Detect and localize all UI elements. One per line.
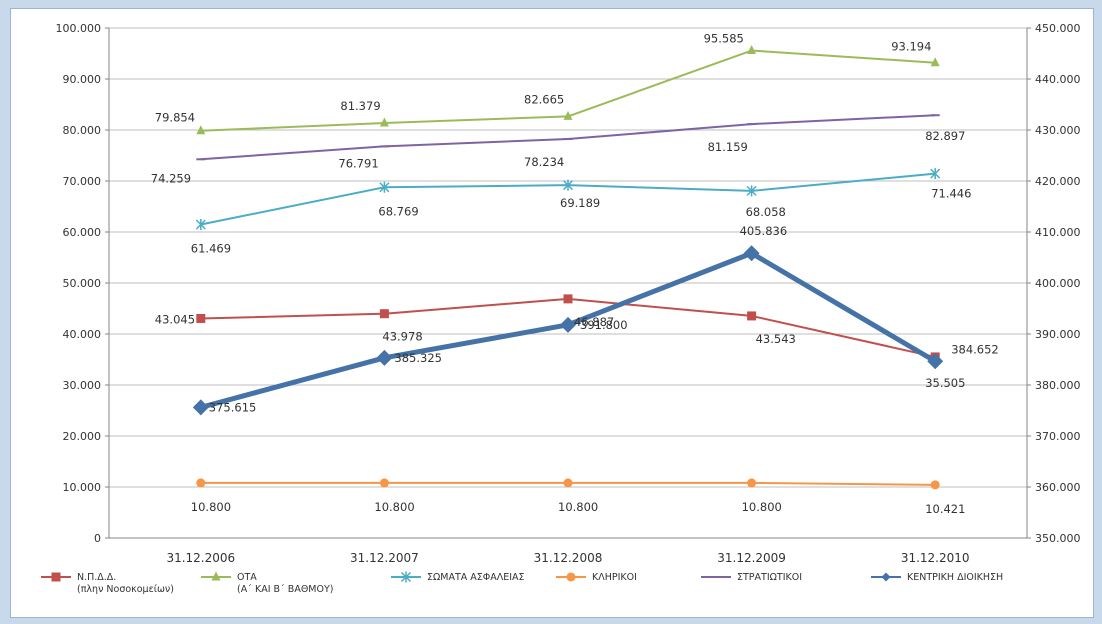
series-4-data-label-0: 74.259	[151, 171, 191, 185]
series-1-point-2	[563, 110, 573, 120]
series-5-data-label-0: 375.615	[209, 400, 257, 414]
left-axis-tick-label: 30.000	[63, 379, 102, 392]
series-4-data-label-3: 81.159	[708, 140, 748, 154]
series-2-data-label-2: 69.189	[560, 196, 600, 210]
legend-label-2: ΣΩΜΑΤΑ ΑΣΦΑΛΕΙΑΣ	[427, 572, 525, 583]
series-2-data-label-4: 71.446	[931, 187, 971, 201]
legend-label-5: ΚΕΝΤΡΙΚΗ ΔΙΟΙΚΗΣΗ	[907, 572, 1003, 583]
right-axis-tick-label: 420.000	[1035, 175, 1081, 188]
x-axis-category-label: 31.12.2008	[534, 551, 603, 565]
series-3-data-label-3: 10.800	[742, 500, 782, 514]
series-4-data-label-4: 82.897	[925, 129, 965, 143]
legend-label-0: Ν.Π.Δ.Δ.	[77, 572, 116, 583]
legend-label-line2-1: (Α΄ ΚΑΙ Β΄ ΒΑΘΜΟΥ)	[237, 584, 334, 595]
series-1-point-0	[196, 125, 206, 135]
legend-marker-1	[211, 571, 221, 581]
left-axis-tick-label: 70.000	[63, 175, 102, 188]
series-1-point-3	[747, 45, 757, 55]
legend-marker-3	[566, 572, 576, 582]
right-axis-tick-label: 430.000	[1035, 124, 1081, 137]
series-0-data-label-2: 46.887	[574, 315, 614, 329]
series-3-point-1	[379, 478, 389, 488]
right-axis-tick-label: 450.000	[1035, 22, 1081, 35]
series-0-point-1	[379, 309, 389, 319]
legend-marker-2	[400, 571, 412, 583]
right-axis-tick-label: 350.000	[1035, 532, 1081, 545]
series-5-data-label-4: 384.652	[951, 342, 999, 356]
legend-label-1: ΟΤΑ	[237, 572, 257, 583]
right-axis-tick-label: 360.000	[1035, 481, 1081, 494]
line-chart: 0 10.000 20.000 30.000 40.000 50.000 60.000 70.…	[41, 22, 1081, 595]
series-0-point-3	[747, 311, 757, 321]
right-axis-tick-label: 390.000	[1035, 328, 1081, 341]
series-1-data-label-3: 95.585	[704, 32, 744, 46]
x-axis-category-label: 31.12.2006	[166, 551, 235, 565]
series-3-point-3	[747, 478, 757, 488]
series-1-point-1	[379, 117, 389, 127]
series-5-point-0	[192, 399, 209, 416]
series-2-point-0	[195, 219, 206, 231]
series-2-point-1	[379, 181, 390, 193]
right-axis-tick-label: 440.000	[1035, 73, 1081, 86]
series-3-point-0	[196, 478, 206, 488]
series-3-data-label-1: 10.800	[374, 500, 414, 514]
series-5-data-label-1: 385.325	[394, 351, 442, 365]
x-axis-category-label: 31.12.2007	[350, 551, 419, 565]
series-2-point-3	[746, 185, 757, 197]
series-0-point-0	[196, 313, 206, 323]
series-2-data-label-0: 61.469	[191, 242, 231, 256]
left-axis-tick-label: 60.000	[63, 226, 102, 239]
series-2-point-4	[930, 168, 941, 180]
right-axis-tick-label: 370.000	[1035, 430, 1081, 443]
series-0-point-2	[563, 294, 573, 304]
left-axis-tick-label: 0	[94, 532, 101, 545]
legend-label-3: ΚΛΗΡΙΚΟΙ	[592, 572, 637, 583]
right-axis-tick-label: 380.000	[1035, 379, 1081, 392]
series-3-data-label-4: 10.421	[925, 502, 965, 516]
left-axis-tick-label: 90.000	[63, 73, 102, 86]
series-1-data-label-4: 93.194	[891, 40, 931, 54]
series-5-point-4	[927, 353, 944, 370]
series-5-point-3	[743, 245, 760, 262]
right-axis-tick-label: 400.000	[1035, 277, 1081, 290]
series-3-data-label-0: 10.800	[191, 500, 231, 514]
series-5-data-label-2: 391.800	[580, 318, 628, 332]
series-3-data-label-2: 10.800	[558, 500, 598, 514]
series-0-data-label-3: 43.543	[756, 332, 796, 346]
left-axis-tick-label: 50.000	[63, 277, 102, 290]
legend-marker-5	[881, 572, 891, 582]
right-axis-tick-label: 410.000	[1035, 226, 1081, 239]
series-3-point-4	[930, 480, 940, 490]
series-2-point-2	[562, 179, 574, 191]
left-axis-tick-label: 80.000	[63, 124, 102, 137]
series-5-point-2	[560, 316, 576, 333]
left-axis-tick-label: 20.000	[63, 430, 102, 443]
series-0-data-label-4: 35.505	[925, 376, 965, 390]
series-2-data-label-3: 68.058	[746, 205, 786, 219]
series-5-data-label-3: 405.836	[740, 224, 788, 238]
series-0-data-label-1: 43.978	[382, 330, 422, 344]
series-1-data-label-0: 79.854	[155, 111, 195, 125]
series-4-data-label-2: 78.234	[524, 155, 564, 169]
legend-label-4: ΣΤΡΑΤΙΩΤΙΚΟΙ	[737, 572, 802, 583]
left-axis-tick-label: 40.000	[63, 328, 102, 341]
series-1-point-4	[930, 57, 940, 67]
series-4-data-label-1: 76.791	[338, 156, 378, 170]
legend-label-line2-0: (πλην Νοσοκομείων)	[77, 584, 174, 595]
left-axis-tick-label: 10.000	[63, 481, 102, 494]
series-1-data-label-1: 81.379	[340, 99, 380, 113]
series-3-point-2	[563, 478, 573, 488]
series-1-data-label-2: 82.665	[524, 92, 564, 106]
series-2-data-label-1: 68.769	[378, 204, 418, 218]
x-axis-category-label: 31.12.2010	[901, 551, 970, 565]
series-0-data-label-0: 43.045	[155, 312, 195, 326]
chart-frame: 0 10.000 20.000 30.000 40.000 50.000 60.000 70.…	[10, 8, 1094, 618]
x-axis-category-label: 31.12.2009	[717, 551, 786, 565]
series-5-point-1	[376, 349, 393, 366]
series-line-4	[200, 114, 936, 161]
left-axis-tick-label: 100.000	[56, 22, 102, 35]
legend-marker-0	[51, 572, 61, 582]
